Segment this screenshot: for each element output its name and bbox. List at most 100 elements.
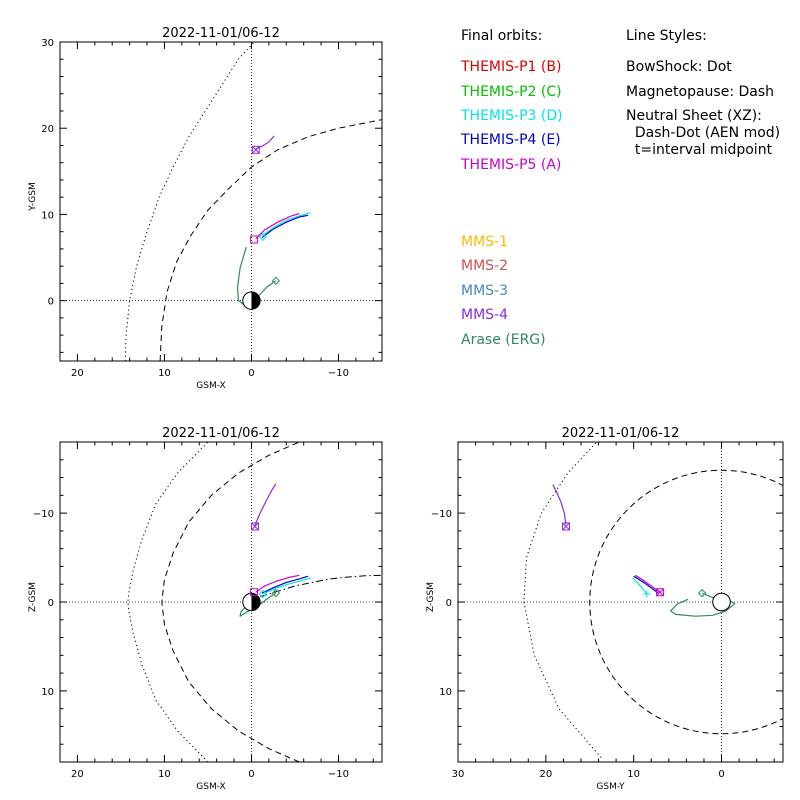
x-tick-label: 0: [718, 769, 724, 780]
x-tick-label: 30: [452, 769, 465, 780]
series-themis-p3-d: [262, 212, 311, 236]
marker-themis-p3-d-shape: [258, 232, 267, 242]
y-tick-label: 0: [48, 598, 54, 609]
x-tick-label: 10: [158, 368, 171, 379]
marker-themis-p3-d: [643, 590, 651, 598]
x-tick-label: 20: [71, 769, 84, 780]
x-tick-label: 10: [627, 769, 640, 780]
marker-themis-p5-a-shape: [656, 588, 665, 597]
series-themis-p5-a: [635, 574, 661, 593]
earth-night-side: [251, 593, 261, 611]
marker-mms-4: [250, 522, 259, 531]
series-themis-p3-d: [262, 577, 311, 595]
line-style-neutral-sheet: Neutral Sheet (XZ):: [626, 108, 762, 124]
x-axis-label: GSM-X: [196, 782, 225, 792]
marker-arase-erg: [271, 276, 281, 286]
marker-themis-p3-d: [258, 232, 267, 242]
marker-themis-p5-a-shape: [250, 235, 259, 244]
xz-orbit-panel: 2022-11-01/06-12 20 10 0 −10 −10 0 10 GSM-X Z-GSM: [28, 426, 383, 792]
xy-orbit-panel: 2022-11-01/06-12 20 10 0 −10 0 10 20 30 GSM-X Y-GS…: [28, 26, 383, 391]
marker-themis-p5-a: [250, 235, 259, 244]
series-mms-4: [552, 484, 567, 525]
marker-mms-4-shape: [250, 522, 259, 531]
marker-mms-4-cross: [251, 145, 260, 154]
legend-themis-p4: THEMIS-P4 (E): [460, 132, 561, 148]
series-neutral-sheet: [260, 574, 382, 598]
y-tick-label: 10: [41, 687, 54, 698]
line-style-magnetopause: Magnetopause: Dash: [626, 84, 774, 100]
line-style-bowshock: BowShock: Dot: [626, 59, 732, 75]
x-tick-label: 20: [71, 368, 84, 379]
marker-mms-4-shape: [562, 522, 571, 531]
series-themis-p5-a: [255, 574, 300, 593]
x-tick-label: 20: [539, 769, 552, 780]
marker-themis-p5-a: [656, 588, 665, 597]
y-tick-label: 10: [439, 687, 452, 698]
marker-mms-4-cross: [251, 522, 259, 531]
x-tick-label: 0: [248, 368, 254, 379]
final-orbits-title: Final orbits:: [461, 28, 542, 44]
y-tick-label: 20: [41, 124, 54, 135]
legend-themis-p5: THEMIS-P5 (A): [460, 157, 561, 173]
marker-themis-p3-d: [258, 589, 267, 599]
axis-ticks: [457, 441, 783, 763]
y-axis-label: Y-GSM: [28, 182, 38, 211]
series-bowshock: [124, 42, 255, 361]
series-themis-p3-d: [632, 577, 648, 595]
marker-themis-p5-a-shape: [250, 588, 259, 597]
marker-arase-erg-shape: [271, 588, 281, 598]
line-style-neutral-sheet-time: t=interval midpoint: [626, 142, 773, 158]
x-tick-label: 0: [248, 769, 254, 780]
legend-themis-p2: THEMIS-P2 (C): [460, 84, 562, 100]
series-themis-p4-e: [633, 575, 659, 594]
marker-themis-p3-d-shape: [643, 590, 651, 598]
legend-mms-4: MMS-4: [461, 307, 508, 323]
series-themis-p4-e: [261, 575, 309, 594]
y-tick-label: 30: [41, 38, 54, 49]
marker-arase-erg: [697, 588, 707, 598]
plot-frame: [59, 41, 383, 362]
series-magnetopause: [159, 119, 382, 361]
legend-themis-p3: THEMIS-P3 (D): [460, 108, 563, 124]
x-tick-label: −10: [328, 368, 349, 379]
marker-themis-p5-a-cross: [656, 588, 664, 597]
axis-ticks: [59, 441, 382, 763]
panel-title: 2022-11-01/06-12: [162, 26, 280, 41]
y-axis-label: Z-GSM: [426, 582, 436, 612]
marker-arase-erg: [271, 588, 281, 598]
marker-mms-4-cross: [562, 522, 570, 531]
y-axis-label: Z-GSM: [28, 582, 38, 612]
series-themis-p4-e: [261, 214, 309, 239]
y-tick-label: 0: [446, 598, 452, 609]
line-style-neutral-sheet-detail: Dash-Dot (AEN mod): [626, 125, 780, 141]
x-axis-label: GSM-X: [196, 381, 225, 391]
legend-arase: Arase (ERG): [461, 332, 546, 348]
marker-themis-p3-d-shape: [258, 589, 267, 599]
line-styles-title: Line Styles:: [626, 28, 707, 44]
marker-mms-4: [562, 522, 571, 531]
marker-mms-4: [251, 145, 260, 154]
panel-title: 2022-11-01/06-12: [562, 426, 680, 441]
earth-icon: [242, 291, 261, 310]
plot-area: [60, 442, 382, 762]
legend-mms-2: MMS-2: [461, 258, 508, 274]
series-themis-p5-a: [255, 213, 300, 240]
y-tick-label: −10: [431, 509, 452, 520]
x-tick-label: −10: [328, 769, 349, 780]
marker-mms-4-shape: [251, 145, 260, 154]
legend-themis-p1: THEMIS-P1 (B): [460, 59, 561, 75]
x-tick-label: 10: [158, 769, 171, 780]
earth-icon: [712, 592, 731, 612]
marker-arase-erg-shape: [697, 588, 707, 598]
legend-mms-3: MMS-3: [461, 283, 508, 299]
series-magnetopause: [589, 469, 783, 735]
y-tick-label: 0: [48, 297, 54, 308]
y-tick-label: −10: [33, 509, 54, 520]
legend-mms-1: MMS-1: [461, 234, 508, 250]
earth-disc: [712, 592, 731, 612]
series-magnetopause: [161, 442, 300, 762]
x-axis-label: GSM-Y: [596, 782, 625, 792]
series-mms-4: [254, 483, 277, 526]
